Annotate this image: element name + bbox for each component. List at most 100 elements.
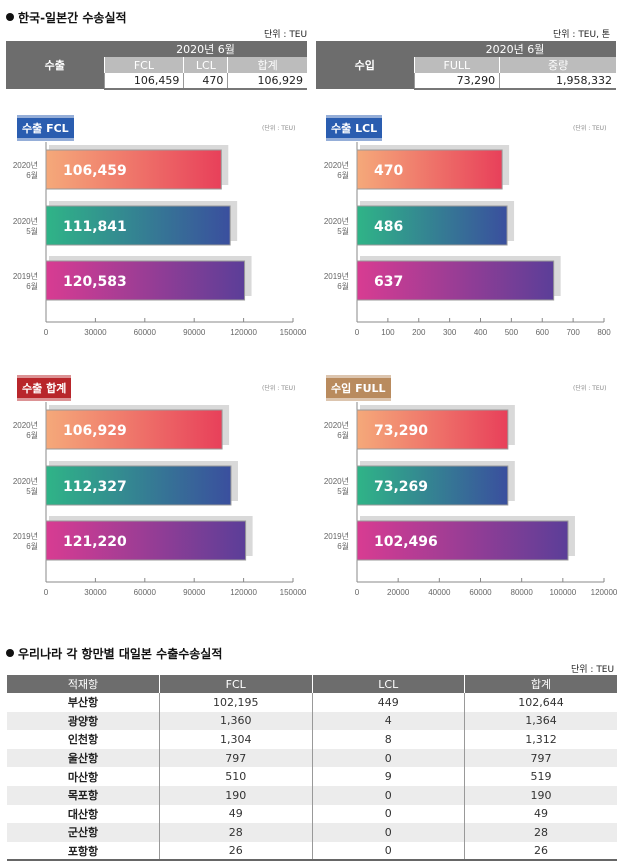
export-col-total: 합계: [227, 57, 307, 73]
ports-table: 적재항 FCL LCL 합계 부산항 102,195 449 102,644 광양항 1,…: [7, 675, 617, 862]
category-label: 5월: [26, 486, 38, 496]
chart-title-badge: 수출 FCL: [17, 115, 74, 141]
x-tick-label: 400: [474, 328, 488, 337]
x-tick-label: 120000: [230, 328, 257, 337]
bar-value-label: 120,583: [63, 274, 127, 290]
x-tick-label: 600: [536, 328, 550, 337]
export-val-fcl: 106,459: [103, 73, 184, 90]
category-label: 5월: [337, 226, 349, 236]
col-lcl: LCL: [311, 675, 465, 693]
category-label: 2020년: [324, 420, 349, 430]
category-label: 6월: [26, 281, 38, 291]
fcl-value: 190: [159, 785, 312, 805]
fcl-value: 49: [159, 804, 312, 824]
bar-value-label: 112,327: [63, 479, 127, 495]
import-period: 2020년 6월: [414, 41, 616, 57]
chart-import-full: 수입 FULL (단위 : TEU) 0 20000 40000 60000 80000 10…: [311, 370, 622, 610]
total-value: 1,364: [464, 711, 617, 731]
bar: [356, 260, 555, 301]
category-label: 2019년: [324, 531, 349, 541]
export-row-label: 수출: [6, 41, 104, 89]
fcl-value: 510: [159, 767, 312, 786]
chart-svg: 0 30000 60000 90000 120000 150000 106,929 2020년…: [13, 402, 307, 597]
category-label: 2020년: [13, 216, 38, 226]
fcl-value: 26: [159, 841, 312, 862]
x-tick-label: 0: [44, 328, 49, 337]
import-summary-table: 수입 2020년 6월 FULL 중량 73,290 1,958,332: [316, 41, 616, 90]
category-label: 6월: [337, 541, 349, 551]
category-label: 2020년: [324, 476, 349, 486]
bullet-icon: [6, 649, 14, 657]
fcl-value: 1,360: [159, 711, 312, 731]
x-tick-label: 300: [443, 328, 457, 337]
x-tick-label: 30000: [84, 328, 107, 337]
table-row: 울산항 797 0 797: [7, 748, 617, 768]
port-name: 대산항: [67, 807, 99, 821]
import-val-full: 73,290: [413, 73, 500, 90]
table-row: 군산항 28 0 28: [7, 823, 617, 842]
total-value: 26: [464, 841, 617, 862]
table-row: 포항항 26 0 26: [7, 841, 617, 862]
export-col-fcl: FCL: [103, 57, 184, 73]
category-label: 5월: [26, 226, 38, 236]
import-val-weight: 1,958,332: [499, 73, 616, 90]
bar: [45, 205, 231, 246]
chart-svg: 0 100 200 300 400 500 600 700 8004702020년6월48620…: [324, 142, 611, 337]
category-label: 2020년: [13, 420, 38, 430]
total-value: 28: [464, 823, 617, 842]
total-value: 49: [464, 804, 617, 824]
x-tick-label: 0: [44, 588, 49, 597]
chart-svg: 0 30000 60000 90000 120000 150000 106,459 2020년…: [13, 142, 307, 337]
bar: [356, 149, 503, 190]
chart-unit: (단위 : TEU): [573, 385, 607, 392]
category-label: 2020년: [13, 160, 38, 170]
category-label: 6월: [26, 430, 38, 440]
port-name: 목포항: [7, 785, 160, 805]
port-name: 마산항: [67, 770, 99, 784]
chart-export-total: 수출 합계 (단위 : TEU) 0 30000 60000 90000 120000 150…: [0, 370, 311, 610]
bar-value-label: 111,841: [63, 219, 127, 235]
bar-value-label: 486: [374, 219, 403, 235]
fcl-value: 28: [159, 823, 312, 842]
bar: [356, 205, 508, 246]
x-tick-label: 40000: [428, 588, 451, 597]
chart-unit: (단위 : TEU): [262, 125, 296, 132]
lcl-value: 0: [311, 841, 465, 862]
lcl-value: 0: [311, 748, 465, 768]
import-row-label: 수입: [316, 41, 414, 89]
x-tick-label: 800: [597, 328, 611, 337]
chart-title-badge: 수출 합계: [17, 375, 72, 401]
x-tick-label: 100: [381, 328, 395, 337]
bar-value-label: 470: [374, 163, 403, 179]
category-label: 2019년: [13, 531, 38, 541]
table-row: 마산항 510 9 519: [7, 767, 617, 786]
bar-value-label: 73,290: [374, 423, 428, 439]
category-label: 2020년: [324, 216, 349, 226]
port-name: 부산항: [67, 696, 99, 710]
x-tick-label: 200: [412, 328, 426, 337]
bar: [356, 520, 569, 561]
col-fcl: FCL: [159, 675, 312, 693]
lcl-value: 0: [311, 823, 465, 842]
x-tick-label: 700: [566, 328, 580, 337]
ports-title: 우리나라 각 항만별 대일본 수출수송실적: [6, 645, 222, 662]
x-tick-label: 0: [355, 588, 360, 597]
ports-header-row: 적재항 FCL LCL 합계: [7, 675, 617, 693]
bar: [45, 465, 232, 506]
chart-export-lcl: 수출 LCL (단위 : TEU) 0 100 200 300 400 500 600 700 80…: [311, 110, 622, 350]
x-tick-label: 90000: [183, 328, 206, 337]
fcl-value: 797: [159, 748, 312, 768]
export-val-total: 106,929: [227, 73, 307, 90]
total-value: 102,644: [464, 693, 617, 712]
x-tick-label: 150000: [280, 588, 307, 597]
lcl-value: 0: [311, 804, 465, 824]
ports-unit: 단위 : TEU: [571, 665, 615, 675]
chart-unit: (단위 : TEU): [573, 125, 607, 132]
import-col-weight: 중량: [499, 57, 616, 73]
export-period: 2020년 6월: [104, 41, 307, 57]
import-col-full: FULL: [413, 57, 500, 73]
fcl-value: 1,304: [159, 730, 312, 749]
export-col-lcl: LCL: [183, 57, 228, 73]
category-label: 6월: [26, 541, 38, 551]
bar: [45, 409, 223, 450]
